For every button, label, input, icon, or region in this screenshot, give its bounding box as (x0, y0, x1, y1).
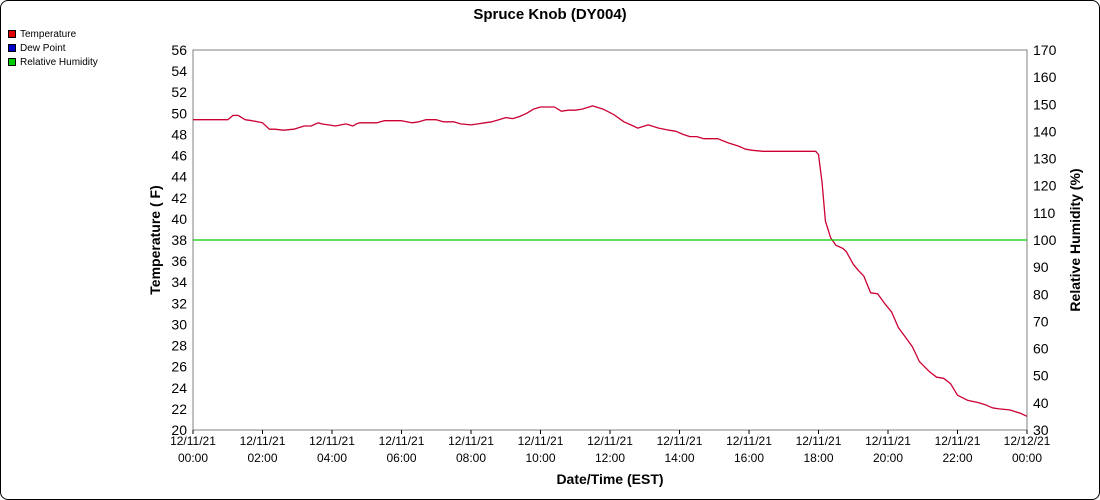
y-tick-label: 30 (171, 316, 187, 332)
y2-tick-label: 110 (1033, 205, 1056, 221)
y2-tick-label: 140 (1033, 123, 1057, 139)
x-tick-date: 12/11/21 (240, 434, 286, 448)
x-tick-date: 12/11/21 (170, 434, 216, 448)
x-tick-date: 12/11/21 (726, 434, 772, 448)
y-tick-label: 38 (171, 232, 187, 248)
x-tick-date: 12/11/21 (657, 434, 703, 448)
y-tick-label: 40 (171, 211, 187, 227)
y-tick-label: 26 (171, 359, 187, 375)
x-tick-date: 12/12/21 (1004, 434, 1051, 448)
y2-tick-label: 30 (1033, 422, 1049, 438)
y-tick-label: 50 (171, 105, 187, 121)
x-tick-time: 06:00 (386, 451, 416, 465)
y2-axis-label: Relative Humidity (%) (1067, 168, 1083, 311)
legend-swatch-relative-humidity (8, 58, 16, 66)
x-tick-time: 20:00 (873, 451, 903, 465)
y-tick-label: 34 (171, 274, 187, 290)
x-tick-date: 12/11/21 (587, 434, 633, 448)
legend-item-temperature[interactable]: Temperature (8, 27, 98, 41)
y-tick-label: 54 (171, 63, 187, 79)
y-tick-label: 28 (171, 338, 187, 354)
y-tick-label: 36 (171, 253, 187, 269)
y2-tick-label: 50 (1033, 368, 1049, 384)
x-tick-time: 16:00 (734, 451, 764, 465)
y-tick-label: 48 (171, 126, 187, 142)
x-axis: 12/11/21 00:00 12/11/21 02:00 12/11/21 04:00 1… (170, 430, 1051, 465)
x-tick-time: 10:00 (525, 451, 555, 465)
y-tick-label: 20 (171, 422, 187, 438)
series-line-temperature (193, 105, 1028, 417)
x-tick-date: 12/11/21 (379, 434, 425, 448)
y-axis-label: Temperature ( F) (147, 185, 163, 294)
y2-tick-label: 130 (1033, 151, 1057, 167)
y-axis-right: 30 40 50 60 70 80 90 100 110 120 130 140 150 160 170 (1033, 42, 1057, 438)
x-tick-date: 12/11/21 (935, 434, 981, 448)
x-tick-time: 18:00 (803, 451, 833, 465)
x-tick-time: 00:00 (1012, 451, 1042, 465)
legend-item-dew-point[interactable]: Dew Point (8, 41, 98, 55)
x-tick-time: 12:00 (595, 451, 625, 465)
chart-title: Spruce Knob (DY004) (473, 6, 626, 23)
x-tick-date: 12/11/21 (518, 434, 564, 448)
x-tick-date: 12/11/21 (796, 434, 842, 448)
x-tick-date: 12/11/21 (865, 434, 911, 448)
x-tick-date: 12/11/21 (309, 434, 355, 448)
legend-label-temperature: Temperature (20, 28, 77, 40)
y2-tick-label: 120 (1033, 178, 1057, 194)
x-tick-time: 02:00 (247, 451, 277, 465)
y2-tick-label: 80 (1033, 286, 1049, 302)
x-tick-time: 00:00 (178, 451, 208, 465)
y-tick-label: 56 (171, 42, 187, 58)
legend-swatch-dew-point (8, 44, 16, 52)
x-tick-time: 08:00 (456, 451, 486, 465)
y2-tick-label: 160 (1033, 69, 1057, 85)
legend-label-relative-humidity: Relative Humidity (20, 56, 98, 68)
x-axis-label: Date/Time (EST) (556, 471, 663, 487)
legend: Temperature Dew Point Relative Humidity (8, 27, 98, 69)
y2-tick-label: 90 (1033, 259, 1049, 275)
y-tick-label: 22 (171, 401, 187, 417)
y-tick-label: 46 (171, 148, 187, 164)
y2-tick-label: 100 (1033, 232, 1057, 248)
legend-item-relative-humidity[interactable]: Relative Humidity (8, 55, 98, 69)
x-tick-time: 14:00 (664, 451, 694, 465)
x-tick-time: 04:00 (317, 451, 347, 465)
y-axis-left: 20 22 24 26 28 30 32 34 36 38 40 42 44 46 48 50 52 54 56 (171, 42, 187, 438)
y2-tick-label: 150 (1033, 96, 1057, 112)
y-tick-label: 24 (171, 380, 187, 396)
x-tick-time: 22:00 (942, 451, 972, 465)
legend-label-dew-point: Dew Point (20, 42, 66, 54)
y2-tick-label: 40 (1033, 395, 1049, 411)
y-tick-label: 52 (171, 84, 187, 100)
y-tick-label: 44 (171, 169, 187, 185)
legend-swatch-temperature (8, 30, 16, 38)
y2-tick-label: 60 (1033, 341, 1049, 357)
y2-tick-label: 170 (1033, 42, 1057, 58)
y-tick-label: 32 (171, 295, 187, 311)
series-layer (193, 105, 1028, 417)
y2-tick-label: 70 (1033, 313, 1049, 329)
y-tick-label: 42 (171, 190, 187, 206)
x-tick-date: 12/11/21 (448, 434, 494, 448)
